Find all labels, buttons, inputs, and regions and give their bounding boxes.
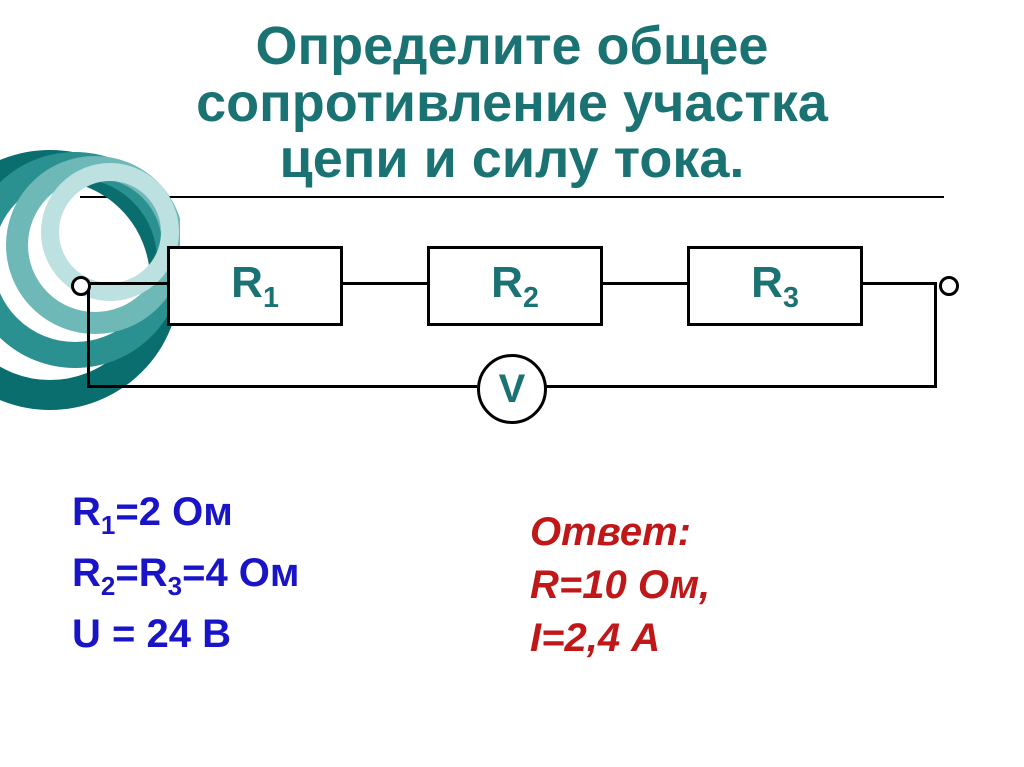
resistor-label: R2: [491, 258, 539, 315]
answer-line-1: Ответ:: [530, 510, 710, 555]
resistor-label: R3: [751, 258, 799, 315]
terminal-right: [939, 276, 959, 296]
wire: [87, 282, 90, 388]
resistor-r1: R1: [167, 246, 343, 326]
given-line-3: U = 24 В: [72, 612, 300, 657]
title-line-1: Определите общее: [256, 16, 769, 76]
circuit-diagram: R1 R2 R3 V: [77, 226, 947, 426]
voltmeter: V: [477, 354, 547, 424]
voltmeter-label: V: [499, 367, 526, 412]
given-values: R1=2 Ом R2=R3=4 Ом U = 24 В: [72, 490, 300, 667]
answer-line-3: I=2,4 А: [530, 616, 710, 661]
answer-block: Ответ: R=10 Ом, I=2,4 А: [530, 510, 710, 669]
terminal-left: [71, 276, 91, 296]
wire: [597, 282, 687, 285]
title-line-2: сопротивление участка: [196, 73, 828, 133]
resistor-r2: R2: [427, 246, 603, 326]
title-divider: [80, 196, 944, 198]
title-line-3: цепи и силу тока.: [280, 129, 745, 189]
wire: [541, 385, 937, 388]
answer-line-2: R=10 Ом,: [530, 563, 710, 608]
wire: [87, 282, 167, 285]
wire: [337, 282, 427, 285]
given-line-2: R2=R3=4 Ом: [72, 551, 300, 602]
resistor-label: R1: [231, 258, 279, 315]
given-line-1: R1=2 Ом: [72, 490, 300, 541]
wire: [87, 385, 477, 388]
wire: [857, 282, 937, 285]
resistor-r3: R3: [687, 246, 863, 326]
wire: [934, 282, 937, 388]
